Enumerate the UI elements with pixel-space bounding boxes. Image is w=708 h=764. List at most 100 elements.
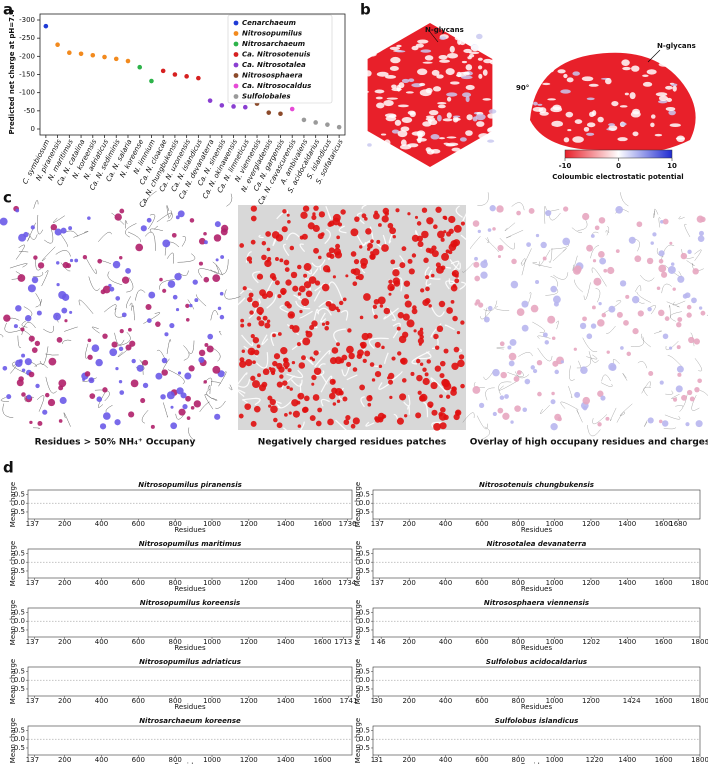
residue — [280, 346, 288, 355]
x-tick-label: 800 — [512, 520, 525, 528]
residue — [242, 286, 247, 291]
residue — [443, 348, 449, 354]
residue — [314, 280, 321, 286]
surface-patch — [465, 84, 475, 91]
chain — [104, 304, 117, 313]
residue — [206, 345, 214, 353]
chain — [214, 259, 229, 275]
residue — [60, 227, 67, 234]
residue — [472, 220, 480, 227]
x-tick-label: 400 — [439, 697, 452, 705]
residue — [24, 315, 32, 322]
chain — [34, 363, 48, 368]
x-tick-label: 1 — [371, 756, 375, 764]
residue — [112, 260, 121, 269]
residue — [419, 327, 424, 332]
render-bg — [238, 205, 466, 430]
chain — [285, 232, 302, 241]
chain — [587, 425, 601, 437]
residue — [252, 380, 261, 389]
residue — [374, 341, 381, 348]
surface-patch — [446, 96, 452, 102]
residue — [573, 265, 582, 274]
residue — [677, 372, 682, 377]
surface-patch — [675, 137, 685, 140]
residue — [360, 257, 369, 266]
residue — [601, 312, 607, 318]
residue — [435, 206, 442, 213]
residue — [305, 330, 313, 338]
surface-patch — [401, 117, 413, 123]
residue — [620, 346, 624, 350]
residue — [37, 262, 45, 269]
residue — [297, 292, 302, 296]
surface-patch — [389, 66, 399, 72]
surface-patch — [547, 98, 556, 101]
residue — [328, 247, 335, 254]
residue — [417, 330, 424, 337]
residue — [616, 311, 623, 318]
caption: Negatively charged residues patches — [258, 438, 446, 448]
surface-patch — [671, 67, 680, 73]
x-tick-label: 1200 — [582, 697, 600, 705]
residue — [334, 251, 343, 259]
residue — [416, 358, 421, 364]
surface-patch — [611, 100, 619, 107]
surface-patch — [551, 120, 564, 127]
chain — [129, 302, 133, 311]
y-tick-label: 0.0 — [14, 617, 25, 625]
chain — [686, 260, 695, 266]
residue — [312, 212, 316, 216]
residue — [109, 286, 115, 292]
residue — [186, 416, 191, 420]
residue — [477, 229, 481, 234]
surface-patch — [629, 92, 636, 100]
chain — [282, 427, 291, 438]
residue — [592, 259, 597, 263]
chain — [619, 192, 629, 207]
chain — [675, 405, 684, 412]
chain — [511, 202, 525, 211]
y-axis-label: Mean charge — [9, 482, 17, 527]
residue — [400, 357, 408, 365]
residue — [317, 407, 323, 413]
residue — [411, 234, 419, 242]
chain — [296, 421, 305, 436]
surface-patch — [583, 126, 590, 132]
residue — [421, 230, 429, 239]
residue — [389, 395, 393, 399]
point — [160, 68, 166, 74]
residue — [34, 340, 41, 347]
surface-patch — [425, 147, 432, 152]
point — [278, 111, 283, 117]
residue — [590, 234, 595, 238]
chart-title: Nitrosopumilus piranensis — [138, 481, 242, 489]
surface-patch — [650, 122, 655, 128]
point — [172, 72, 178, 77]
residue — [626, 351, 631, 357]
residue — [634, 255, 642, 263]
residue — [404, 414, 408, 418]
residue — [258, 320, 265, 327]
residue — [6, 394, 12, 400]
x-tick-label: 400 — [439, 756, 452, 764]
residue — [684, 292, 691, 299]
residue — [119, 329, 124, 334]
residue — [364, 350, 371, 357]
panel-label: b — [360, 1, 371, 19]
x-tick-label: 600 — [475, 756, 488, 764]
residue — [647, 306, 652, 312]
residue — [87, 216, 91, 220]
surface-patch — [451, 147, 461, 152]
residue — [536, 360, 543, 366]
legend-frame — [227, 14, 333, 104]
surface-patch — [475, 113, 486, 121]
residue — [322, 265, 331, 273]
chain — [383, 307, 399, 320]
chain — [569, 365, 575, 381]
x-tick-label: 1200 — [240, 697, 258, 705]
residue — [68, 226, 73, 231]
residue — [416, 374, 423, 382]
x-tick-label: 1600 — [655, 579, 673, 587]
chain — [356, 212, 365, 225]
